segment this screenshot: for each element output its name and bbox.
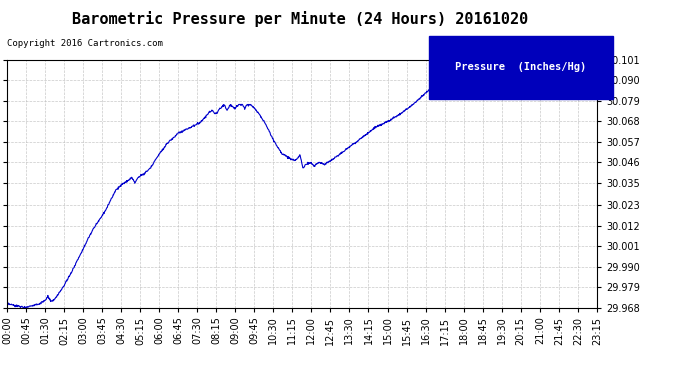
Text: Barometric Pressure per Minute (24 Hours) 20161020: Barometric Pressure per Minute (24 Hours…: [72, 11, 529, 27]
Text: Pressure  (Inches/Hg): Pressure (Inches/Hg): [455, 63, 586, 72]
Text: Copyright 2016 Cartronics.com: Copyright 2016 Cartronics.com: [7, 39, 163, 48]
